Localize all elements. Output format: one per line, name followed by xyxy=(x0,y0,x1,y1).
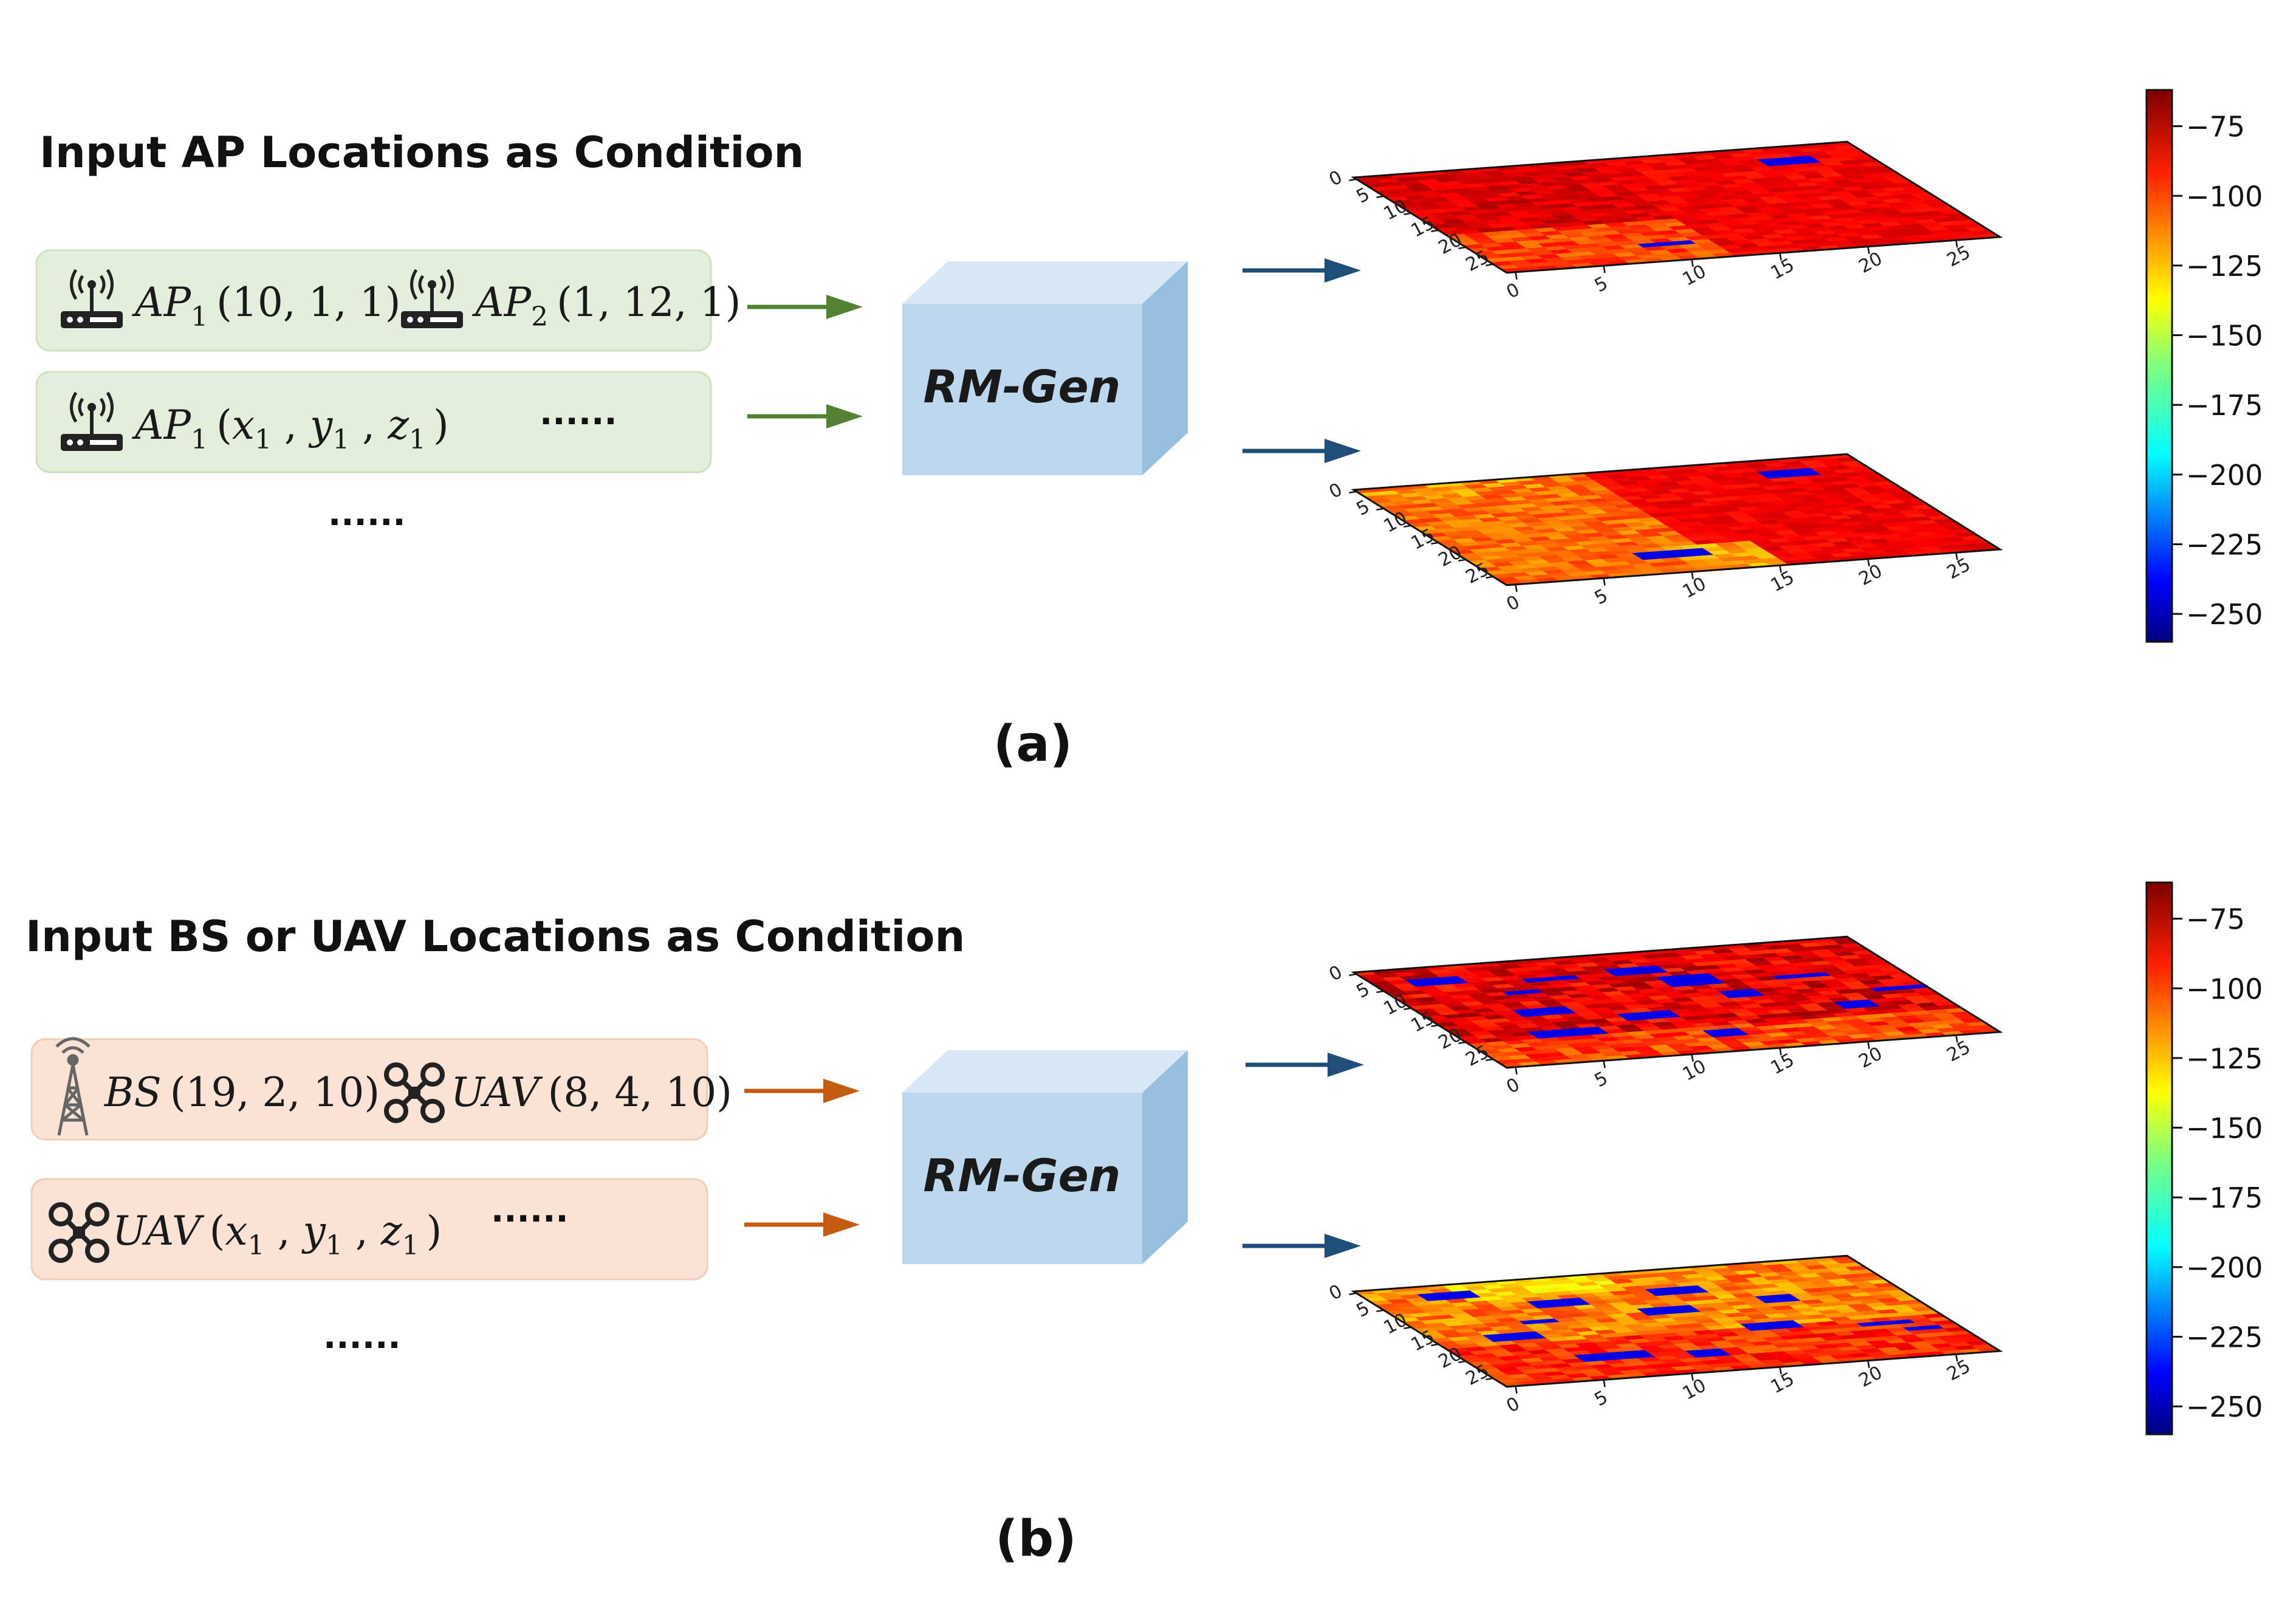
axis-tick-label: 25 xyxy=(1944,1036,1974,1066)
svg-text:UAV(8, 4, 10): UAV (8, 4, 10) xyxy=(451,1069,732,1116)
colorbar-tick-label: −75 xyxy=(2186,111,2245,143)
rm-gen-label: RM-Gen xyxy=(924,361,1121,413)
drone-icon xyxy=(384,1062,445,1123)
bs-coords: (19, 2, 10) xyxy=(170,1069,380,1116)
row-ellipsis: ······ xyxy=(540,402,617,441)
axis-tick-label: 0 xyxy=(1503,1393,1523,1417)
colorbar-tick-label: −200 xyxy=(2186,459,2263,492)
colorbar-tick-label: −150 xyxy=(2186,320,2263,352)
router-icon xyxy=(61,269,123,328)
axis-tick-label: 15 xyxy=(1767,254,1798,284)
axis-tick-label: 20 xyxy=(1856,248,1886,278)
more-ellipsis: ······ xyxy=(328,503,406,542)
rm-gen-model-block: RM-Gen xyxy=(902,261,1188,475)
input-arrow xyxy=(747,404,863,428)
axis-tick-label: 0 xyxy=(1326,167,1346,191)
colorbar-tick-label: −75 xyxy=(2186,903,2245,936)
axis-tick-label: 0 xyxy=(1326,1281,1346,1305)
output-arrow xyxy=(1242,258,1361,283)
colorbar-tick-label: −250 xyxy=(2186,1391,2263,1423)
drone-icon xyxy=(49,1202,109,1263)
panel-a-condition-box-2 xyxy=(35,371,712,473)
svg-text:BS(19, 2, 10): BS (19, 2, 10) xyxy=(104,1069,380,1116)
rm-gen-model-block: RM-Gen xyxy=(902,1050,1188,1264)
axis-tick-label: 10 xyxy=(1679,573,1710,603)
axis-tick-label: 5 xyxy=(1591,585,1611,609)
row-ellipsis: ······ xyxy=(491,1199,569,1239)
input-arrow xyxy=(747,295,863,319)
router-icon xyxy=(61,391,123,451)
panel-a-title: Input AP Locations as Condition xyxy=(39,128,804,177)
ap-label: AP xyxy=(471,279,532,326)
colorbar: −75 −100 −125 −150 −175 −200 −225 −250 xyxy=(2145,881,2263,1436)
colorbar: −75 −100 −125 −150 −175 −200 −225 −250 xyxy=(2145,89,2263,643)
uav-label: UAV xyxy=(451,1069,543,1116)
colorbar-tick-label: −100 xyxy=(2186,180,2263,213)
colorbar-tick-label: −175 xyxy=(2186,389,2263,422)
panel-caption: (a) xyxy=(993,715,1072,773)
axis-tick-label: 0 xyxy=(1326,961,1346,986)
axis-tick-label: 0 xyxy=(1503,1074,1523,1098)
colorbar-tick-label: −225 xyxy=(2186,528,2263,561)
colorbar-tick-label: −125 xyxy=(2186,250,2263,283)
output-arrow xyxy=(1246,1053,1364,1077)
bs-label: BS xyxy=(104,1069,162,1116)
more-ellipsis: ······ xyxy=(323,1326,401,1365)
colorbar-tick-label: −250 xyxy=(2186,598,2263,631)
axis-tick-label: 20 xyxy=(1856,1043,1886,1073)
input-arrow xyxy=(744,1079,860,1103)
axis-tick-label: 10 xyxy=(1679,1056,1710,1085)
uav-coords: (8, 4, 10) xyxy=(548,1069,732,1116)
uav-generic-expression: UAV (x1 , y1 , z1) xyxy=(112,1208,442,1261)
panel-a-condition-box-1 xyxy=(35,249,712,352)
colorbar-tick-label: −225 xyxy=(2186,1321,2263,1353)
ap-coords: (1, 12, 1) xyxy=(557,279,741,326)
panel-b-title: Input BS or UAV Locations as Condition xyxy=(26,912,965,961)
axis-tick-label: 15 xyxy=(1767,566,1798,596)
panel-caption: (b) xyxy=(995,1510,1077,1568)
colorbar-tick-label: −175 xyxy=(2186,1181,2263,1214)
axis-tick-label: 0 xyxy=(1503,279,1523,303)
svg-text:AP1(10, 1, 1): AP1 (10, 1, 1) xyxy=(131,279,400,332)
axis-tick-label: 25 xyxy=(1944,241,1974,271)
axis-tick-label: 10 xyxy=(1679,1375,1710,1405)
axis-tick-label: 10 xyxy=(1679,261,1710,291)
router-icon xyxy=(401,269,463,328)
ap-coords: (10, 1, 1) xyxy=(216,279,400,326)
panel-b: Input BS or UAV Locations as Condition B… xyxy=(26,881,2263,1568)
axis-tick-label: 5 xyxy=(1591,272,1611,297)
colorbar-tick-label: −125 xyxy=(2186,1042,2263,1075)
axis-tick-label: 15 xyxy=(1767,1049,1798,1079)
colorbar-tick-label: −150 xyxy=(2186,1112,2263,1145)
ap-generic-expression: AP1 (x1 , y1 , z1) xyxy=(131,402,449,455)
output-arrow xyxy=(1242,439,1361,463)
axis-tick-label: 15 xyxy=(1767,1368,1798,1398)
axis-tick-label: 20 xyxy=(1856,1362,1886,1392)
input-arrow xyxy=(744,1212,860,1237)
rm-gen-label: RM-Gen xyxy=(924,1150,1121,1202)
panel-b-condition-box-1 xyxy=(30,1038,708,1141)
ap-label: AP xyxy=(131,279,192,326)
axis-tick-label: 0 xyxy=(1503,591,1523,616)
axis-tick-label: 5 xyxy=(1591,1386,1611,1411)
colorbar-tick-label: −100 xyxy=(2186,972,2263,1005)
axis-tick-label: 25 xyxy=(1944,1355,1974,1385)
panel-b-condition-box-2 xyxy=(30,1178,708,1281)
tower-icon xyxy=(55,1037,91,1136)
svg-text:AP2(1, 12, 1): AP2 (1, 12, 1) xyxy=(471,279,741,332)
axis-tick-label: 20 xyxy=(1856,560,1886,590)
output-arrow xyxy=(1242,1234,1361,1258)
axis-tick-label: 5 xyxy=(1591,1067,1611,1092)
colorbar-tick-label: −200 xyxy=(2186,1251,2263,1284)
axis-tick-label: 0 xyxy=(1326,479,1346,503)
axis-tick-label: 25 xyxy=(1944,554,1974,583)
panel-a: Input AP Locations as Condition AP1 (10, … xyxy=(35,89,2263,773)
